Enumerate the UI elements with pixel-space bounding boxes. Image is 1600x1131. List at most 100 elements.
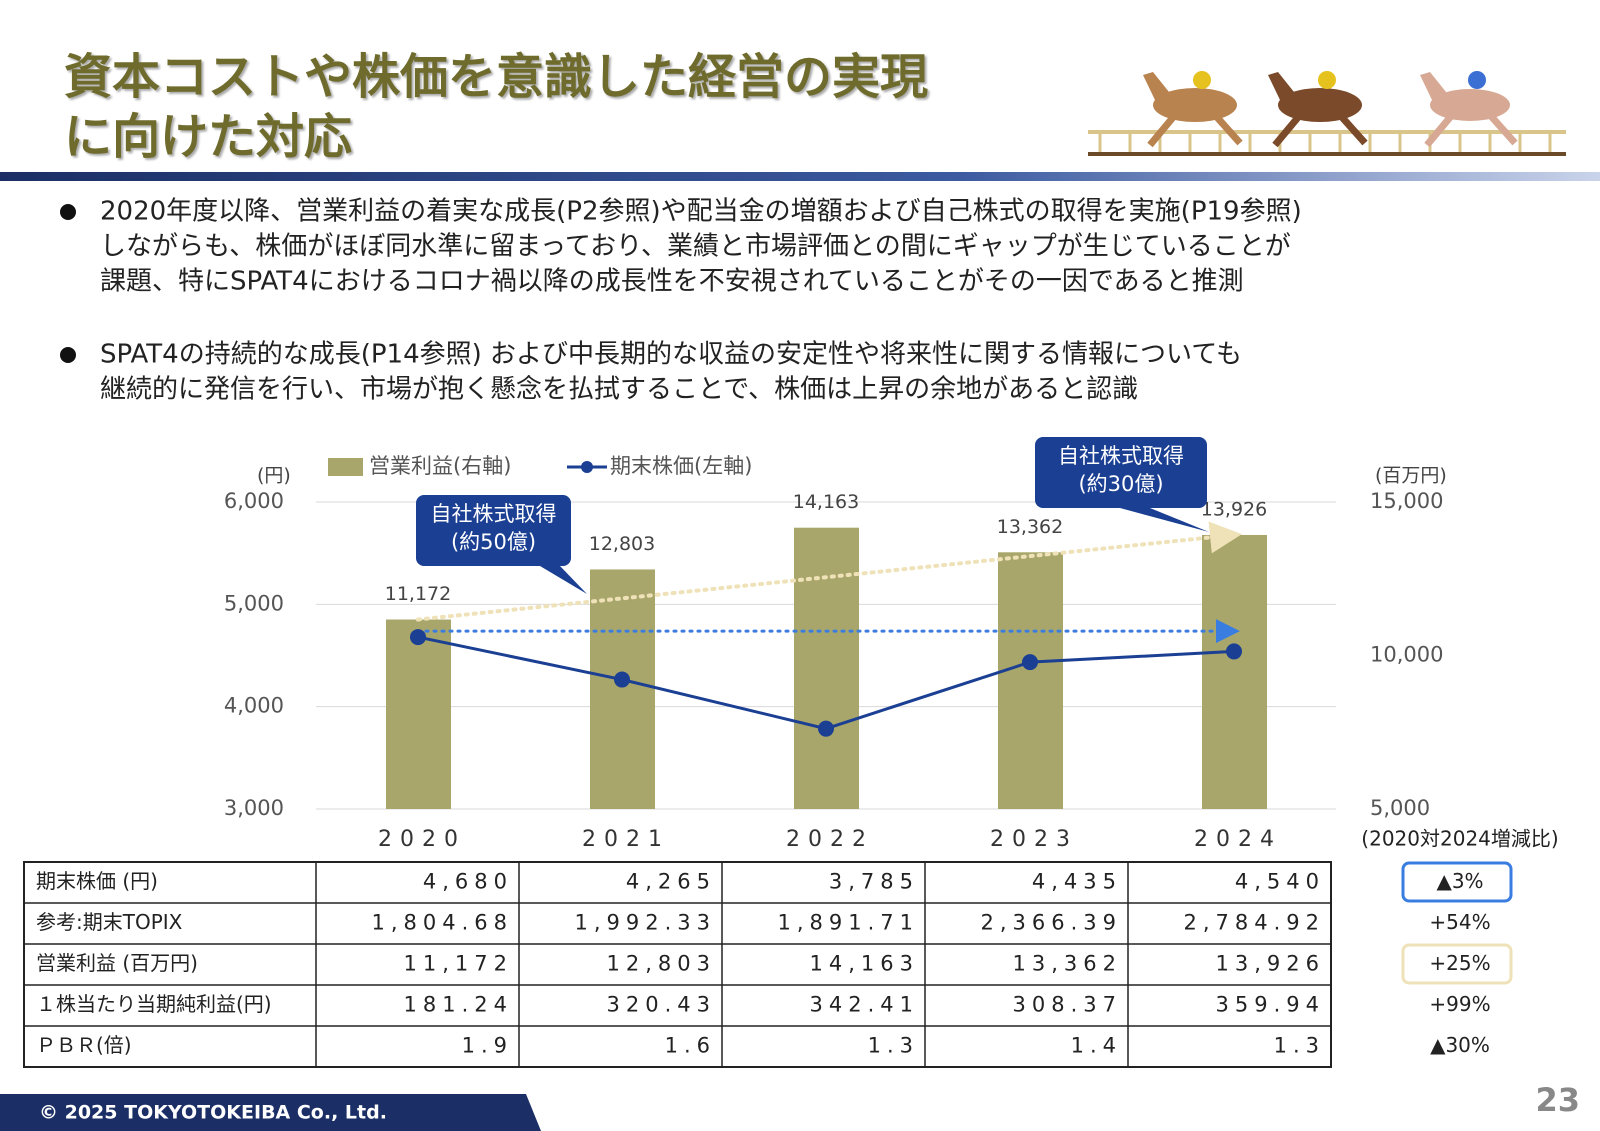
cell: 1,992.33: [574, 911, 716, 935]
title-rule: [0, 172, 1600, 181]
change-cell: +99%: [1429, 992, 1490, 1016]
callout-text: 自社株式取得: [1058, 444, 1184, 468]
callout-pointer: [1120, 508, 1209, 532]
x-tick-label: 2020: [378, 827, 466, 852]
x-tick-label: 2024: [1194, 827, 1282, 852]
callout-text: (約50億): [451, 530, 536, 554]
cell: 13,362: [1013, 952, 1122, 976]
y-tick-label: 6,000: [224, 489, 284, 513]
bullet-dot: [60, 347, 76, 363]
cell: 12,803: [607, 952, 716, 976]
line-point: [818, 720, 834, 737]
change-cell: +54%: [1429, 910, 1490, 934]
horse-illustration: [1088, 71, 1566, 156]
row-label: １株当たり当期純利益(円): [36, 992, 272, 1016]
cell: 4,265: [626, 870, 716, 894]
cell: 1.3: [868, 1034, 919, 1058]
cell: 4,680: [423, 870, 513, 894]
cell: 342.41: [810, 993, 919, 1017]
highlight-box: [1401, 943, 1513, 985]
y-tick-label: 5,000: [224, 591, 284, 615]
callout-pointer: [540, 566, 587, 594]
cell: 320.43: [607, 993, 716, 1017]
footer-band: [0, 1094, 541, 1131]
x-tick-label: 2023: [990, 827, 1078, 852]
cell: 1,891.71: [777, 911, 919, 935]
legend-label: 営業利益(右軸): [369, 454, 511, 478]
cell: 4,435: [1032, 870, 1122, 894]
change-cell: ▲3%: [1436, 869, 1483, 893]
bullet-text: 継続的に発信を行い、市場が抱く懸念を払拭することで、株価は上昇の余地があると認識: [100, 375, 1138, 405]
page-number: 23: [1535, 1081, 1580, 1119]
cell: 1,804.68: [371, 911, 513, 935]
value-label: 12,803: [589, 533, 655, 555]
callout-text: 自社株式取得: [431, 502, 557, 526]
title: に向けた対応: [64, 109, 352, 165]
line-point: [410, 629, 426, 646]
cell: 14,163: [810, 952, 919, 976]
bullet-text: 2020年度以降、営業利益の着実な成長(P2参照)や配当金の増額および自己株式の…: [100, 197, 1302, 227]
value-label: 13,362: [997, 516, 1063, 538]
y2-axis-label: (百万円): [1375, 465, 1447, 487]
y2-tick-label: 10,000: [1370, 643, 1443, 667]
y2-tick-label: 5,000: [1370, 796, 1430, 820]
cell: 308.37: [1013, 993, 1122, 1017]
bar: [590, 569, 655, 809]
row-label: 営業利益 (百万円): [36, 951, 198, 975]
change-cell: +25%: [1429, 951, 1490, 975]
row-label: ＰＢＲ(倍): [36, 1033, 132, 1057]
table-border: [23, 861, 1332, 1068]
x-tick-label: 2022: [786, 827, 874, 852]
bar: [1202, 534, 1267, 809]
cell: 359.94: [1216, 993, 1325, 1017]
value-label: 11,172: [385, 583, 451, 605]
chart: 3,000 4,000 5,000 6,000 5,000 10,000 15,000 (円)…: [224, 437, 1447, 852]
cell: 4,540: [1235, 870, 1325, 894]
y-tick-label: 3,000: [224, 796, 284, 820]
bullets: 2020年度以降、営業利益の着実な成長(P2参照)や配当金の増額および自己株式の…: [60, 197, 1302, 405]
change-header: (2020対2024増減比): [1361, 827, 1558, 851]
legend-swatch: [581, 461, 593, 473]
line-point: [1226, 643, 1242, 660]
cell: 13,926: [1216, 952, 1325, 976]
title: 資本コストや株価を意識した経営の実現: [64, 49, 928, 105]
bar: [794, 527, 859, 809]
cell: 181.24: [404, 993, 513, 1017]
legend-swatch: [328, 458, 363, 476]
cell: 2,784.92: [1183, 911, 1325, 935]
bullet-dot: [60, 204, 76, 220]
bar: [386, 619, 451, 809]
change-cell: ▲30%: [1430, 1033, 1490, 1057]
cell: 3,785: [829, 870, 919, 894]
x-tick-label: 2021: [582, 827, 670, 852]
callout-text: (約30億): [1078, 472, 1163, 496]
cell: 1.6: [665, 1034, 716, 1058]
highlight-box: [1401, 861, 1513, 903]
callout-box: [416, 495, 571, 566]
y-axis-label: (円): [257, 465, 291, 487]
row-label: 期末株価 (円): [36, 869, 158, 893]
y-tick-label: 4,000: [224, 694, 284, 718]
cell: 2,366.39: [980, 911, 1122, 935]
bullet-text: SPAT4の持続的な成長(P14参照) および中長期的な収益の安定性や将来性に関…: [100, 340, 1242, 370]
callout-box: [1035, 437, 1207, 508]
data-table: (2020対2024増減比) 期末株価 (円) 4,680 4,265 3,785 4,4…: [23, 827, 1559, 1068]
line-point: [614, 671, 630, 688]
cell: 1.4: [1071, 1034, 1122, 1058]
trend-arrow: [416, 521, 1242, 622]
cell: 1.9: [462, 1034, 513, 1058]
bullet-text: 課題、特にSPAT4におけるコロナ禍以降の成長性を不安視されていることがその一因…: [100, 267, 1244, 297]
bullet-text: しながらも、株価がほぼ同水準に留まっており、業績と市場評価との間にギャップが生じ…: [100, 232, 1291, 262]
row-label: 参考:期末TOPIX: [36, 910, 183, 934]
value-label: 13,926: [1201, 498, 1267, 520]
y2-tick-label: 15,000: [1370, 489, 1443, 513]
copyright: © 2025 TOKYOTOKEIBA Co., Ltd.: [39, 1102, 387, 1124]
bar: [998, 552, 1063, 809]
legend-label: 期末株価(左軸): [610, 454, 752, 478]
cell: 1.3: [1274, 1034, 1325, 1058]
value-label: 14,163: [793, 491, 859, 513]
line-point: [1022, 654, 1038, 671]
cell: 11,172: [404, 952, 513, 976]
